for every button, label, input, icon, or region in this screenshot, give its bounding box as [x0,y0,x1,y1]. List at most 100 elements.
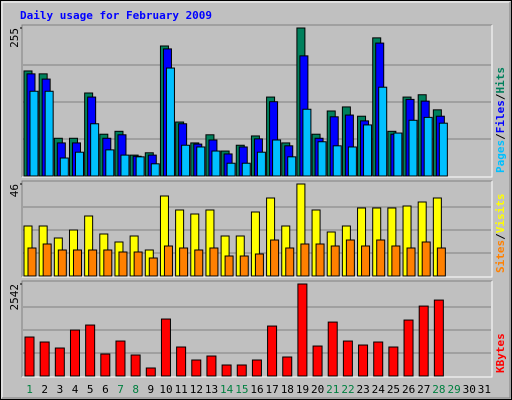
x-tick-label: 13 [205,383,218,396]
bar [239,255,249,277]
x-tick-label: 14 [220,383,234,396]
bar [39,341,50,377]
bar [148,257,158,277]
legend-separator: / [494,133,507,140]
x-tick-label: 11 [175,383,188,396]
bar [105,149,115,177]
bar [74,151,84,177]
bar [421,241,431,277]
bar [88,249,98,277]
panel-bevel [22,181,493,278]
x-tick-label: 24 [372,383,386,396]
panel-bevel [21,280,492,377]
x-tick-label: 31 [478,383,491,396]
x-tick-label: 18 [281,383,294,396]
bar [393,132,403,177]
legend: KBytes [494,333,507,373]
x-tick-label: 7 [117,383,124,396]
bar [42,243,52,277]
bar [330,245,340,277]
bar [103,249,113,277]
bar [327,321,338,377]
bar [209,247,219,277]
x-tick-label: 28 [432,383,445,396]
legend-separator: / [494,93,507,100]
bar [145,367,156,377]
x-tick-label: 19 [296,383,309,396]
bar [251,359,262,377]
x-tick-label: 9 [148,383,155,396]
bar [345,239,355,277]
bar [24,336,35,377]
x-tick-label: 29 [447,383,460,396]
legend: Pages/Files/Hits [494,67,507,173]
x-tick-label: 1 [26,383,33,396]
panel-bevel [22,281,493,378]
bar [100,353,111,377]
bar [438,122,448,177]
bar [176,346,187,377]
x-tick-label: 2 [41,383,48,396]
bar [160,318,171,377]
bar [196,146,206,177]
bar [27,247,37,277]
bar [72,249,82,277]
x-tick-label: 16 [250,383,263,396]
bar [120,154,130,177]
x-tick-label: 22 [341,383,354,396]
bar [211,150,221,177]
panel-bevel [21,180,492,277]
x-tick-label: 5 [87,383,94,396]
bar [436,247,446,277]
y-tick-label: 46 [8,184,21,197]
bar [388,346,399,377]
bar [267,325,278,377]
bar [297,283,308,377]
bar [254,253,264,277]
x-tick-label: 27 [417,383,430,396]
legend-separator: / [494,233,507,240]
bar [376,239,386,277]
bar [224,255,234,277]
bar [133,251,143,277]
panel-bevel [22,25,493,178]
panel-bevel [21,24,492,177]
bar [181,144,191,177]
bar [391,245,401,277]
chart-title: Daily usage for February 2009 [20,9,212,22]
legend-entry: Pages [494,140,507,173]
legend: Sites/Visits [494,194,507,274]
bar [403,319,414,377]
x-tick-label: 23 [357,383,370,396]
bar [282,356,293,377]
bar [179,247,189,277]
bar [206,355,217,377]
x-tick-label: 26 [402,383,415,396]
legend-entry: Files [494,100,507,133]
bar [287,156,297,177]
y-tick-label: 255 [8,28,21,48]
bar [363,124,373,177]
y-tick-label: 2542 [8,284,21,311]
x-tick-label: 25 [387,383,400,396]
bar [406,247,416,277]
bar [150,163,160,177]
x-tick-label: 30 [463,383,476,396]
x-tick-label: 10 [159,383,172,396]
x-tick-label: 8 [132,383,139,396]
x-tick-label: 20 [311,383,324,396]
bar [44,90,54,177]
bar [408,119,418,177]
bar [256,151,266,177]
bar [361,245,371,277]
bar [332,145,342,177]
bar [373,341,384,377]
bar [423,116,433,177]
bar [54,347,65,377]
bar [270,239,280,277]
x-tick-label: 4 [72,383,79,396]
bar [163,245,173,277]
